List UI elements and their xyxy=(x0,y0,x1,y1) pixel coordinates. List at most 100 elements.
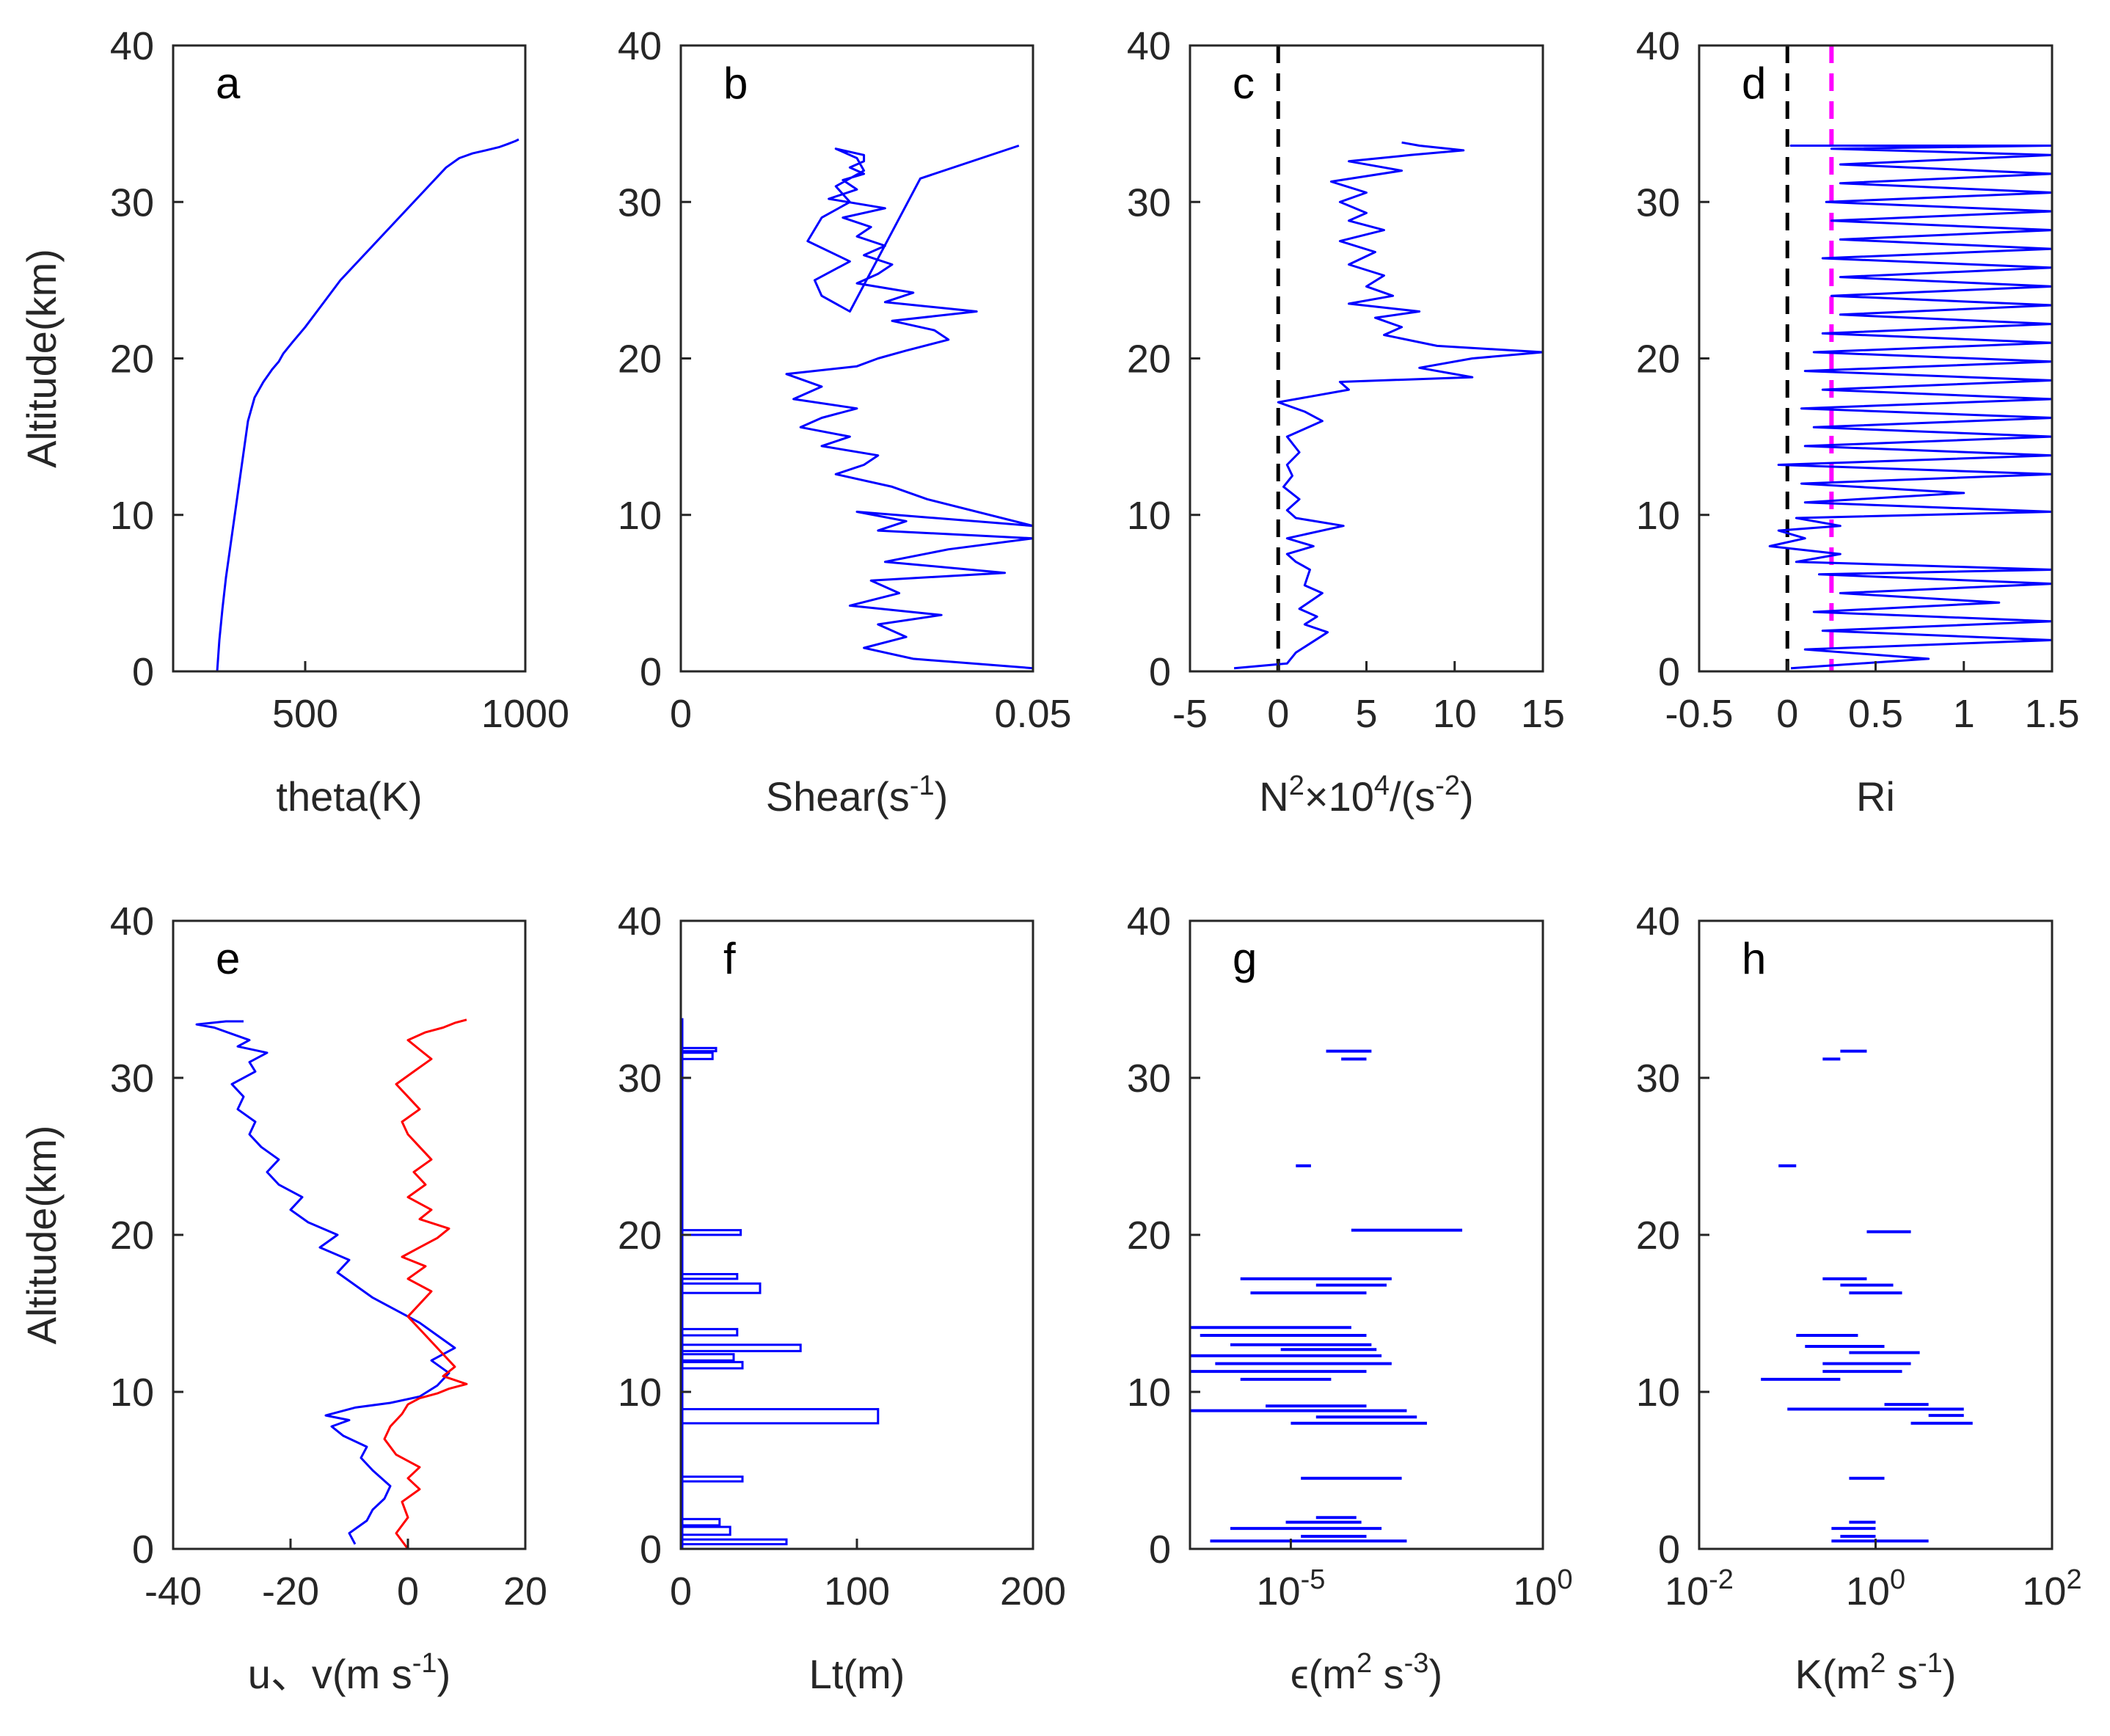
x-tick-label: 0 xyxy=(1776,692,1798,736)
y-tick-label: 30 xyxy=(618,1057,662,1101)
y-tick-label: 40 xyxy=(1636,24,1680,68)
x-tick-label: 0 xyxy=(1267,692,1289,736)
y-tick-label: 30 xyxy=(110,1057,154,1101)
y-tick-label: 30 xyxy=(1127,180,1171,225)
x-tick-label: 20 xyxy=(503,1569,547,1613)
y-tick-label: 0 xyxy=(1149,1528,1171,1572)
series-line-shear xyxy=(785,145,1033,670)
x-tick-label: 102 xyxy=(2022,1564,2081,1613)
panel-h: 0 10 20 30 40 10-2 100 102 h K(m2 s-1) xyxy=(1636,900,2082,1697)
plot-area-c xyxy=(1233,45,1543,671)
lt-bar xyxy=(681,1282,762,1294)
x-tick-label: 1.5 xyxy=(2024,692,2079,736)
y-tick-label: 20 xyxy=(1636,1214,1680,1258)
x-tick-label: -5 xyxy=(1172,692,1208,736)
y-tick-label: 10 xyxy=(618,494,662,538)
y-tick-label: 10 xyxy=(1127,1371,1171,1415)
x-axis-label: N2×104/(s-2) xyxy=(1259,770,1473,820)
panel-b: 0 10 20 30 40 0 0.05 b Shear(s-1) xyxy=(618,24,1072,820)
x-axis-label: K(m2 s-1) xyxy=(1795,1648,1957,1697)
y-tick-label: 30 xyxy=(1636,180,1680,225)
x-tick-label: 10-2 xyxy=(1665,1564,1734,1613)
y-tick-label: 20 xyxy=(1636,338,1680,382)
plot-area-d xyxy=(1768,45,2052,671)
panel-letter: d xyxy=(1742,59,1766,108)
y-tick-label: 10 xyxy=(618,1371,662,1415)
y-tick-label: 10 xyxy=(110,494,154,538)
y-tick-label: 20 xyxy=(618,338,662,382)
y-tick-label: 10 xyxy=(1636,1371,1680,1415)
plot-area-f xyxy=(681,1018,880,1549)
panel-g: 0 10 20 30 40 10-5 100 g ϵ(m2 s-3) xyxy=(1127,900,1573,1697)
x-tick-label: 0.5 xyxy=(1848,692,1903,736)
axes-frame xyxy=(1189,919,1544,1550)
lt-bar xyxy=(681,1525,731,1536)
lt-bar xyxy=(681,1360,744,1370)
x-axis-label: ϵ(m2 s-3) xyxy=(1291,1648,1442,1697)
lt-bar xyxy=(681,1273,739,1280)
y-tick-label: 40 xyxy=(1127,24,1171,68)
lt-bar xyxy=(681,1046,718,1053)
x-tick-label: 100 xyxy=(1513,1564,1572,1613)
lt-bar xyxy=(681,1343,802,1352)
panel-letter: h xyxy=(1742,934,1766,983)
plot-area-e xyxy=(195,1018,468,1549)
panel-letter: a xyxy=(216,59,241,108)
panel-e: 0 10 20 30 40 -40 -20 0 20 e u、v(m s-1) Altitude(km… xyxy=(18,900,547,1697)
axes-frame xyxy=(1698,919,2054,1550)
y-tick-label: 0 xyxy=(640,1528,662,1572)
lt-bar xyxy=(681,1476,744,1483)
y-tick-label: 0 xyxy=(1149,650,1171,694)
axes-frame xyxy=(172,919,527,1550)
x-tick-label: 1 xyxy=(1953,692,1975,736)
axes-frame xyxy=(1189,44,1544,673)
lt-bar xyxy=(681,1353,735,1362)
axes-frame xyxy=(679,44,1034,673)
x-axis-label: u、v(m s-1) xyxy=(248,1648,450,1697)
x-tick-label: -0.5 xyxy=(1665,692,1733,736)
x-tick-label: 15 xyxy=(1521,692,1565,736)
y-tick-label: 0 xyxy=(132,1528,154,1572)
series-line-theta xyxy=(216,138,519,671)
panel-a: 0 10 20 30 40 500 1000 a theta(K) Altitude(km) xyxy=(18,24,569,820)
y-tick-label: 40 xyxy=(110,24,154,68)
lt-bar xyxy=(681,1229,742,1236)
series-line-Ri xyxy=(1768,145,2052,670)
y-tick-label: 20 xyxy=(618,1214,662,1258)
series-line-u xyxy=(195,1020,456,1545)
panel-letter: g xyxy=(1233,934,1257,983)
y-tick-label: 30 xyxy=(618,180,662,225)
panel-letter: c xyxy=(1233,59,1255,108)
x-tick-label: 0 xyxy=(670,1569,692,1613)
series-line-v xyxy=(383,1018,468,1549)
plot-area-g xyxy=(1190,1049,1463,1543)
y-tick-label: 30 xyxy=(110,180,154,225)
lt-bar xyxy=(681,1408,880,1425)
lt-bar xyxy=(681,1051,714,1060)
y-tick-label: 40 xyxy=(618,900,662,944)
y-tick-label: 10 xyxy=(1636,494,1680,538)
y-tick-label: 30 xyxy=(1636,1057,1680,1101)
panel-letter: e xyxy=(216,934,240,983)
y-axis-label: Altitude(km) xyxy=(18,249,65,468)
y-tick-label: 0 xyxy=(132,650,154,694)
panel-letter: f xyxy=(723,934,736,983)
y-tick-label: 10 xyxy=(110,1371,154,1415)
y-tick-label: 20 xyxy=(1127,1214,1171,1258)
x-tick-label: 1000 xyxy=(481,692,569,736)
plot-area-b xyxy=(785,145,1033,670)
y-tick-label: 40 xyxy=(1636,900,1680,944)
y-tick-label: 40 xyxy=(110,900,154,944)
x-tick-label: 500 xyxy=(272,692,338,736)
x-tick-label: 200 xyxy=(1000,1569,1066,1613)
x-tick-label: 5 xyxy=(1355,692,1377,736)
y-tick-label: 10 xyxy=(1127,494,1171,538)
x-tick-label: 0 xyxy=(397,1569,419,1613)
x-axis-label: theta(K) xyxy=(276,773,422,820)
plot-area-a xyxy=(216,138,519,671)
y-tick-label: 0 xyxy=(1658,650,1680,694)
x-axis-label: Ri xyxy=(1856,773,1895,820)
y-tick-label: 40 xyxy=(1127,900,1171,944)
